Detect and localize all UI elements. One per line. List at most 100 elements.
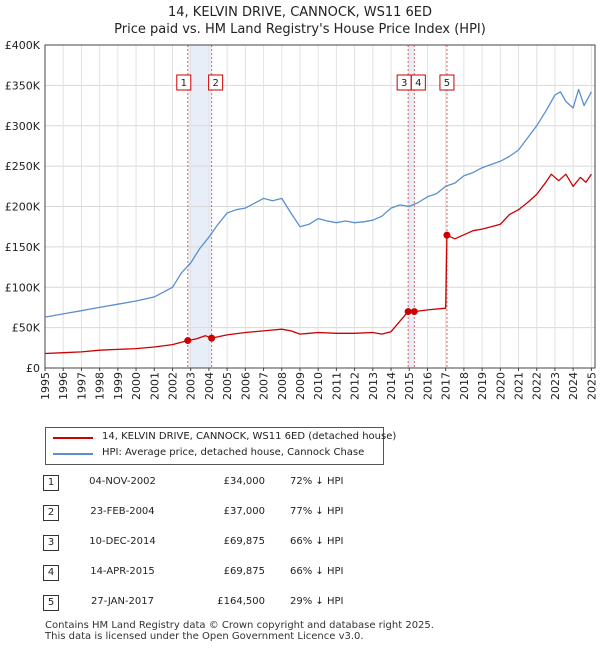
- y-tick-label: £200K: [5, 201, 41, 214]
- x-tick-label: 2025: [585, 372, 598, 400]
- event-label-box: [176, 74, 192, 91]
- y-tick-label: £0: [26, 362, 40, 375]
- x-tick-label: 2023: [549, 372, 562, 400]
- plot-frame: [44, 44, 596, 369]
- x-tick-label: 1995: [39, 372, 52, 400]
- y-tick-label: £150K: [5, 241, 41, 254]
- x-tick-label: 2005: [221, 372, 234, 400]
- event-date: 04-NOV-2002: [89, 476, 156, 487]
- x-tick-label: 2016: [421, 372, 434, 400]
- table-row: 5 27-JAN-2017 £164,500 29% ↓ HPI: [0, 590, 600, 618]
- legend-swatch-property: [53, 437, 93, 439]
- x-tick-label: 2019: [476, 372, 489, 400]
- x-tick-label: 2004: [203, 372, 216, 400]
- x-tick-label: 2000: [130, 372, 143, 400]
- chart-title-line-1: 14, KELVIN DRIVE, CANNOCK, WS11 6ED: [168, 5, 432, 20]
- x-tick-label: 2013: [367, 372, 380, 400]
- event-price: £37,000: [223, 506, 265, 517]
- event-label-box: [208, 74, 224, 91]
- event-badge: 3: [43, 535, 59, 551]
- event-hpi-diff: 66% ↓ HPI: [290, 536, 344, 547]
- table-row: 2 23-FEB-2004 £37,000 77% ↓ HPI: [0, 500, 600, 528]
- x-tick-label: 2015: [403, 372, 416, 400]
- event-badge: 2: [43, 505, 59, 521]
- y-tick-label: £350K: [5, 79, 41, 92]
- event-badge: 1: [43, 475, 59, 491]
- y-tick-label: £400K: [5, 39, 41, 52]
- x-tick-label: 2024: [567, 372, 580, 400]
- event-label-number: 1: [181, 78, 187, 89]
- table-row: 4 14-APR-2015 £69,875 66% ↓ HPI: [0, 560, 600, 588]
- y-tick-label: £250K: [5, 160, 41, 173]
- sale-marker: [208, 334, 216, 342]
- x-tick-label: 2009: [294, 372, 307, 400]
- table-row: 1 04-NOV-2002 £34,000 72% ↓ HPI: [0, 470, 600, 498]
- event-price: £69,875: [223, 566, 265, 577]
- event-label-number: 5: [444, 78, 450, 89]
- x-tick-label: 2002: [166, 372, 179, 400]
- x-tick-label: 2007: [258, 372, 271, 400]
- footer-copyright: Contains HM Land Registry data © Crown c…: [45, 620, 434, 631]
- table-row: 3 10-DEC-2014 £69,875 66% ↓ HPI: [0, 530, 600, 558]
- x-tick-label: 1997: [75, 372, 88, 400]
- event-hpi-diff: 72% ↓ HPI: [290, 476, 344, 487]
- sale-marker: [404, 308, 412, 316]
- legend-swatch-hpi: [53, 453, 93, 455]
- chart-title-line-2: Price paid vs. HM Land Registry's House …: [114, 22, 486, 37]
- event-hpi-diff: 77% ↓ HPI: [290, 506, 344, 517]
- legend-item-hpi: HPI: Average price, detached house, Cann…: [46, 446, 383, 462]
- price-chart: £0 £50K £100K £150K £200K £250K £300K £350K £400…: [5, 39, 599, 400]
- sale-marker: [184, 337, 192, 345]
- sale-markers: [184, 231, 451, 345]
- event-label-number: 3: [401, 78, 407, 89]
- legend-label-hpi: HPI: Average price, detached house, Cann…: [102, 447, 365, 458]
- x-tick-label: 1998: [94, 372, 107, 400]
- x-tick-label: 2006: [239, 372, 252, 400]
- event-price: £69,875: [223, 536, 265, 547]
- chart-title: 14, KELVIN DRIVE, CANNOCK, WS11 6ED Pric…: [0, 4, 600, 38]
- y-tick-label: £100K: [5, 281, 41, 294]
- event-date: 10-DEC-2014: [89, 536, 156, 547]
- legend-label-property: 14, KELVIN DRIVE, CANNOCK, WS11 6ED (det…: [102, 431, 397, 442]
- x-tick-label: 2018: [458, 372, 471, 400]
- x-tick-label: 1996: [57, 372, 70, 400]
- event-label-box: [439, 74, 455, 91]
- event-label-number: 2: [212, 78, 218, 89]
- x-tick-label: 2021: [513, 372, 526, 400]
- footer-license: This data is licensed under the Open Gov…: [45, 631, 364, 642]
- x-tick-label: 2012: [349, 372, 362, 400]
- x-tick-label: 2008: [276, 372, 289, 400]
- x-tick-label: 2010: [312, 372, 325, 400]
- x-tick-label: 2017: [440, 372, 453, 400]
- event-badge: 5: [43, 595, 59, 611]
- event-badge: 4: [43, 565, 59, 581]
- event-price: £164,500: [217, 596, 265, 607]
- x-tick-label: 2022: [531, 372, 544, 400]
- x-tick-label: 2020: [494, 372, 507, 400]
- event-hpi-diff: 29% ↓ HPI: [290, 596, 344, 607]
- y-tick-label: £50K: [12, 322, 41, 335]
- x-tick-label: 2001: [148, 372, 161, 400]
- x-axis-ticks: 1995 1996 1997 1998 1999 2000 2001 2002 2003 2004…: [39, 368, 598, 400]
- event-hpi-diff: 66% ↓ HPI: [290, 566, 344, 577]
- x-tick-label: 1999: [112, 372, 125, 400]
- event-date: 14-APR-2015: [90, 566, 155, 577]
- event-price: £34,000: [223, 476, 265, 487]
- event-date: 23-FEB-2004: [90, 506, 155, 517]
- legend-item-property: 14, KELVIN DRIVE, CANNOCK, WS11 6ED (det…: [46, 430, 396, 446]
- event-date: 27-JAN-2017: [90, 596, 155, 607]
- x-tick-label: 2014: [385, 372, 398, 400]
- sale-marker: [410, 308, 418, 316]
- legend: 14, KELVIN DRIVE, CANNOCK, WS11 6ED (det…: [45, 427, 396, 465]
- x-tick-label: 2003: [185, 372, 198, 400]
- x-tick-label: 2011: [330, 372, 343, 400]
- hpi-line: [44, 88, 592, 318]
- footer: Contains HM Land Registry data © Crown c…: [45, 620, 434, 642]
- event-label-box: [410, 74, 426, 91]
- sale-marker: [443, 231, 451, 239]
- event-label-number: 4: [415, 78, 421, 89]
- y-tick-label: £300K: [5, 120, 41, 133]
- grid-lines: [44, 44, 595, 369]
- y-axis-ticks: £0 £50K £100K £150K £200K £250K £300K £350K £400…: [5, 39, 41, 375]
